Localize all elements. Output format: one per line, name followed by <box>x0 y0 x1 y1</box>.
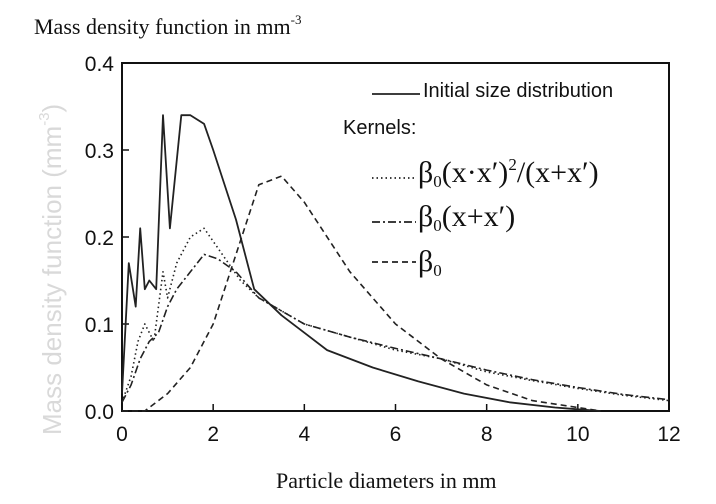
x-tick-label: 8 <box>481 423 493 446</box>
legend-kernel-1-label: β0(x·x′)2/(x+x′) <box>418 155 599 191</box>
plot-frame <box>121 62 670 412</box>
series-group <box>121 114 670 412</box>
x-tick-label: 6 <box>390 423 402 446</box>
x-tick-label: 2 <box>207 423 219 446</box>
x-tick-label: 4 <box>298 423 310 446</box>
legend-kernel-3-label: β0 <box>418 245 442 280</box>
x-tick-label: 12 <box>657 423 680 446</box>
legend-initial-label: Initial size distribution <box>423 80 614 102</box>
x-tick-label: 10 <box>566 423 589 446</box>
series-line-2 <box>121 227 670 403</box>
y-tick-label: 0.4 <box>85 53 115 76</box>
y-tick-label: 0.1 <box>85 314 114 337</box>
series-line-4 <box>122 175 601 412</box>
series-line-1 <box>121 114 601 412</box>
x-axis-label: Particle diameters in mm <box>276 468 497 493</box>
y-axis-label-side: Mass density function (mm-3) <box>36 103 67 435</box>
y-tick-label: 0.3 <box>85 140 114 163</box>
legend-kernels-title: Kernels: <box>343 117 417 139</box>
axis-ticks: 0 2 4 6 8 10 12 0.0 0.1 0.2 0.3 0.4 <box>85 53 681 446</box>
y-axis-label: Mass density function in mm-3 <box>34 12 302 39</box>
legend-lines <box>372 93 420 263</box>
y-tick-label: 0.0 <box>85 401 114 424</box>
series-line-3 <box>121 253 670 403</box>
legend-kernel-2-label: β0(x+x′) <box>418 200 516 235</box>
x-tick-label: 0 <box>116 423 128 446</box>
y-tick-label: 0.2 <box>85 227 114 250</box>
